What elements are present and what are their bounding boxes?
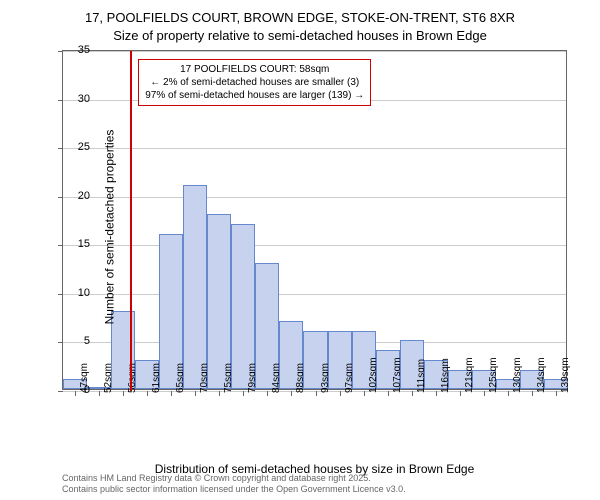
xtick-mark	[556, 391, 557, 396]
gridline	[63, 148, 566, 149]
footer-attribution: Contains HM Land Registry data © Crown c…	[62, 473, 406, 496]
ytick-label: 15	[60, 238, 90, 250]
xtick-mark	[436, 391, 437, 396]
xtick-mark	[412, 391, 413, 396]
xtick-mark	[123, 391, 124, 396]
xtick-mark	[195, 391, 196, 396]
reference-line	[130, 51, 132, 391]
annotation-box: 17 POOLFIELDS COURT: 58sqm← 2% of semi-d…	[138, 59, 371, 106]
gridline	[63, 51, 566, 52]
xtick-mark	[267, 391, 268, 396]
xtick-mark	[171, 391, 172, 396]
xtick-mark	[388, 391, 389, 396]
ytick-label: 30	[60, 93, 90, 105]
xtick-label: 139sqm	[560, 357, 571, 393]
xtick-mark	[147, 391, 148, 396]
gridline	[63, 197, 566, 198]
annotation-line3: 97% of semi-detached houses are larger (…	[145, 89, 364, 102]
ytick-label: 35	[60, 44, 90, 56]
histogram-bar	[183, 185, 207, 389]
xtick-mark	[243, 391, 244, 396]
plot-area: 47sqm52sqm56sqm61sqm65sqm70sqm75sqm79sqm…	[62, 50, 567, 390]
footer-line2: Contains public sector information licen…	[62, 484, 406, 496]
xtick-mark	[340, 391, 341, 396]
chart-container: 47sqm52sqm56sqm61sqm65sqm70sqm75sqm79sqm…	[62, 50, 567, 420]
xtick-mark	[316, 391, 317, 396]
xtick-mark	[460, 391, 461, 396]
xtick-mark	[219, 391, 220, 396]
xtick-mark	[364, 391, 365, 396]
y-axis-label: Number of semi-detached properties	[102, 130, 116, 325]
gridline	[63, 245, 566, 246]
ytick-label: 0	[60, 384, 90, 396]
footer-line1: Contains HM Land Registry data © Crown c…	[62, 473, 406, 485]
annotation-line2: ← 2% of semi-detached houses are smaller…	[145, 76, 364, 89]
chart-title-line2: Size of property relative to semi-detach…	[0, 28, 600, 43]
ytick-label: 20	[60, 190, 90, 202]
ytick-label: 5	[60, 335, 90, 347]
gridline	[63, 294, 566, 295]
xtick-mark	[508, 391, 509, 396]
xtick-mark	[291, 391, 292, 396]
chart-title-line1: 17, POOLFIELDS COURT, BROWN EDGE, STOKE-…	[0, 10, 600, 25]
ytick-label: 25	[60, 141, 90, 153]
xtick-mark	[99, 391, 100, 396]
annotation-line1: 17 POOLFIELDS COURT: 58sqm	[145, 63, 364, 76]
ytick-label: 10	[60, 287, 90, 299]
xtick-mark	[484, 391, 485, 396]
xtick-mark	[532, 391, 533, 396]
